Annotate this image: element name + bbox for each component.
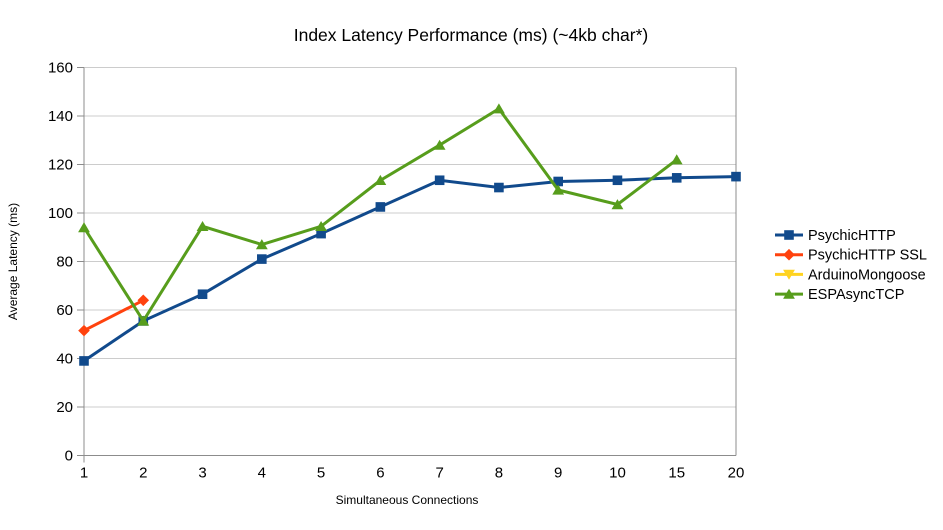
legend-item-psychichttp-ssl: PsychicHTTP SSL (775, 248, 927, 264)
plot-area: 0 20 40 60 80 100 120 140 160 1 2 3 4 5 6 7 8 9 10 15 20 (48, 60, 744, 482)
y-tick-label: 100 (48, 205, 73, 222)
legend-label: ArduinoMongoose (808, 267, 926, 283)
x-tick-label: 10 (609, 465, 626, 482)
series-point-espasynctcp-9 (552, 184, 565, 195)
chart-title: Index Latency Performance (ms) (~4kb cha… (294, 25, 649, 45)
y-tick-label: 80 (56, 254, 73, 271)
series-point-psychichttp-3 (197, 289, 208, 300)
series-point-espasynctcp-2 (137, 315, 150, 326)
series-point-psychichttp-8 (494, 182, 504, 193)
series-point-espasynctcp-6 (374, 174, 387, 185)
series-layer (78, 103, 741, 366)
series-line-psychichttp (83, 175, 737, 363)
legend-item-arduinomongoose: ArduinoMongoose (775, 267, 926, 283)
legend-marker-psychichttp (784, 230, 794, 240)
series-point-espasynctcp-5 (315, 220, 327, 232)
series-point-espasynctcp-7 (433, 139, 446, 150)
series-point-espasynctcp-1 (78, 222, 90, 233)
series-point-psychichttp-ssl-1 (78, 324, 90, 337)
y-tick-label: 40 (56, 351, 73, 368)
series-point-psychichttp-4 (257, 254, 267, 264)
y-tick-label: 140 (48, 108, 73, 125)
series-point-psychichttp-1 (79, 356, 89, 366)
series-point-psychichttp-9 (553, 176, 563, 187)
y-tick-label: 20 (56, 399, 73, 416)
legend-item-espasynctcp: ESPAsyncTCP (775, 287, 904, 303)
series-point-psychichttp-6 (375, 202, 386, 212)
x-tick-label: 4 (258, 465, 266, 482)
series-point-psychichttp-ssl-2 (137, 294, 150, 307)
series-psychichttp (79, 171, 741, 366)
series-espasynctcp (78, 103, 683, 326)
x-axis-title: Simultaneous Connections (336, 493, 479, 507)
x-tick-label: 9 (554, 465, 562, 482)
series-point-espasynctcp-8 (493, 103, 505, 114)
legend: PsychicHTTP PsychicHTTP SSL ArduinoMongoos… (775, 228, 927, 303)
series-point-psychichttp-20 (731, 171, 741, 182)
legend-label: PsychicHTTP (808, 228, 896, 244)
legend-marker-espasynctcp (783, 288, 795, 299)
series-point-psychichttp-7 (434, 175, 445, 186)
y-tick-label: 0 (65, 448, 73, 465)
x-tick-label: 3 (198, 465, 206, 482)
legend-marker-arduinomongoose (783, 269, 795, 280)
x-tick-label: 8 (495, 465, 503, 482)
series-point-psychichttp-15 (671, 173, 682, 183)
legend-label: PsychicHTTP SSL (808, 248, 927, 264)
series-point-espasynctcp-10 (611, 199, 624, 210)
series-point-psychichttp-10 (612, 175, 623, 186)
y-tick-label: 120 (48, 157, 73, 174)
x-tick-label: 6 (376, 465, 384, 482)
x-tick-label: 2 (139, 465, 147, 482)
x-tick-label: 15 (668, 465, 685, 482)
x-tick-label: 7 (435, 465, 443, 482)
legend-marker-psychichttp-ssl (783, 248, 795, 261)
series-point-espasynctcp-4 (255, 239, 268, 250)
y-tick-label: 60 (56, 302, 73, 319)
x-tick-label: 5 (317, 465, 325, 482)
y-axis-title: Average Latency (ms) (6, 203, 20, 320)
y-tick-label: 160 (48, 60, 73, 77)
x-tick-label: 20 (728, 465, 745, 482)
legend-item-psychichttp: PsychicHTTP (775, 228, 896, 244)
legend-label: ESPAsyncTCP (808, 287, 904, 303)
series-point-espasynctcp-15 (670, 154, 683, 165)
series-point-espasynctcp-3 (196, 220, 209, 232)
series-point-psychichttp-5 (316, 228, 326, 239)
series-line-espasynctcp (82, 106, 678, 324)
x-tick-label: 1 (80, 465, 88, 482)
